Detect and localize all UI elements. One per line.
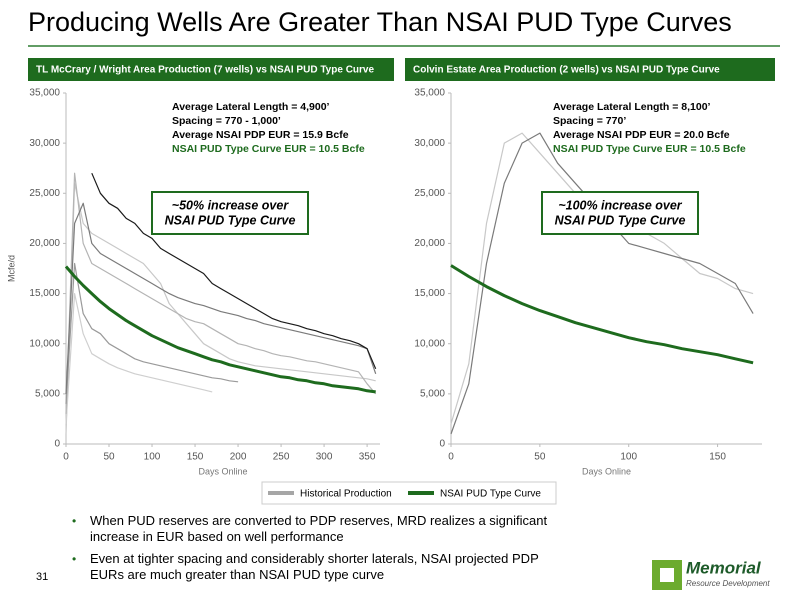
x-tick-label: 0	[448, 452, 454, 463]
x-tick-label: 100	[620, 452, 637, 463]
y-tick-label: 30,000	[414, 138, 445, 149]
y-tick-label: 15,000	[29, 288, 60, 299]
x-tick-label: 100	[144, 452, 161, 463]
series-line	[450, 132, 754, 425]
y-tick-label: 25,000	[414, 188, 445, 199]
series-line	[64, 265, 376, 394]
bullet-dot: •	[72, 552, 76, 566]
chart-header	[28, 58, 394, 81]
callout-box	[151, 191, 309, 235]
series-line	[91, 172, 377, 370]
y-tick-label: 20,000	[29, 238, 60, 249]
note: NSAI PUD Type Curve EUR = 10.5 Bcfe	[172, 143, 365, 155]
note: NSAI PUD Type Curve EUR = 10.5 Bcfe	[553, 143, 746, 155]
note: Average NSAI PDP EUR = 15.9 Bcfe	[172, 129, 349, 141]
note: Average NSAI PDP EUR = 20.0 Bcfe	[553, 129, 730, 141]
y-tick-label: 30,000	[29, 138, 60, 149]
y-tick-label: 35,000	[29, 88, 60, 99]
chart-title: TL McCrary / Wright Area Production (7 w…	[36, 65, 374, 76]
series-line	[65, 202, 377, 394]
x-tick-label: 350	[359, 452, 376, 463]
y-tick-label: 0	[439, 439, 445, 450]
note: Spacing = 770 - 1,000’	[172, 115, 281, 127]
x-axis-label: Days Online	[582, 466, 631, 476]
x-tick-label: 150	[709, 452, 726, 463]
callout-box	[541, 191, 699, 235]
x-tick-label: 0	[63, 452, 69, 463]
logo-sub: Resource Development	[686, 579, 770, 588]
bullet-text: When PUD reserves are converted to PDP r…	[90, 513, 547, 544]
x-tick-label: 50	[534, 452, 546, 463]
callout-text: ~100% increase over	[558, 198, 682, 212]
series-line	[65, 262, 239, 404]
callout-text: ~50% increase over	[172, 198, 290, 212]
series-line	[65, 172, 377, 414]
note: Spacing = 770’	[553, 115, 626, 127]
x-tick-label: 50	[103, 452, 115, 463]
series-line	[65, 182, 376, 435]
y-tick-label: 5,000	[35, 388, 60, 399]
x-tick-label: 300	[316, 452, 333, 463]
bullet-dot: •	[72, 514, 76, 528]
legend-label: NSAI PUD Type Curve	[440, 489, 541, 500]
y-tick-label: 15,000	[414, 288, 445, 299]
y-tick-label: 10,000	[29, 338, 60, 349]
chart-title: Colvin Estate Area Production (2 wells) …	[413, 65, 720, 76]
series-line	[450, 264, 754, 365]
bullet-text: Even at tighter spacing and considerably…	[90, 551, 539, 582]
page-number: 31	[36, 571, 48, 583]
chart-header	[405, 58, 775, 81]
note: Average Lateral Length = 4,900’	[172, 101, 330, 113]
note: Average Lateral Length = 8,100’	[553, 101, 711, 113]
callout-text: NSAI PUD Type Curve	[165, 213, 296, 227]
x-tick-label: 250	[273, 452, 290, 463]
y-tick-label: 20,000	[414, 238, 445, 249]
callout-text: NSAI PUD Type Curve	[555, 213, 686, 227]
y-tick-label: 5,000	[420, 388, 445, 399]
slide-title: Producing Wells Are Greater Than NSAI PU…	[28, 7, 732, 37]
logo-name: Memorial	[686, 558, 762, 577]
y-axis-label: Mcfe/d	[6, 255, 16, 282]
y-tick-label: 35,000	[414, 88, 445, 99]
x-tick-label: 150	[187, 452, 204, 463]
x-axis-label: Days Online	[198, 466, 247, 476]
y-tick-label: 10,000	[414, 338, 445, 349]
legend-label: Historical Production	[300, 489, 392, 500]
series-line	[65, 293, 213, 424]
x-tick-label: 200	[230, 452, 247, 463]
y-tick-label: 25,000	[29, 188, 60, 199]
y-tick-label: 0	[54, 439, 60, 450]
logo-mark-inner	[660, 568, 674, 582]
